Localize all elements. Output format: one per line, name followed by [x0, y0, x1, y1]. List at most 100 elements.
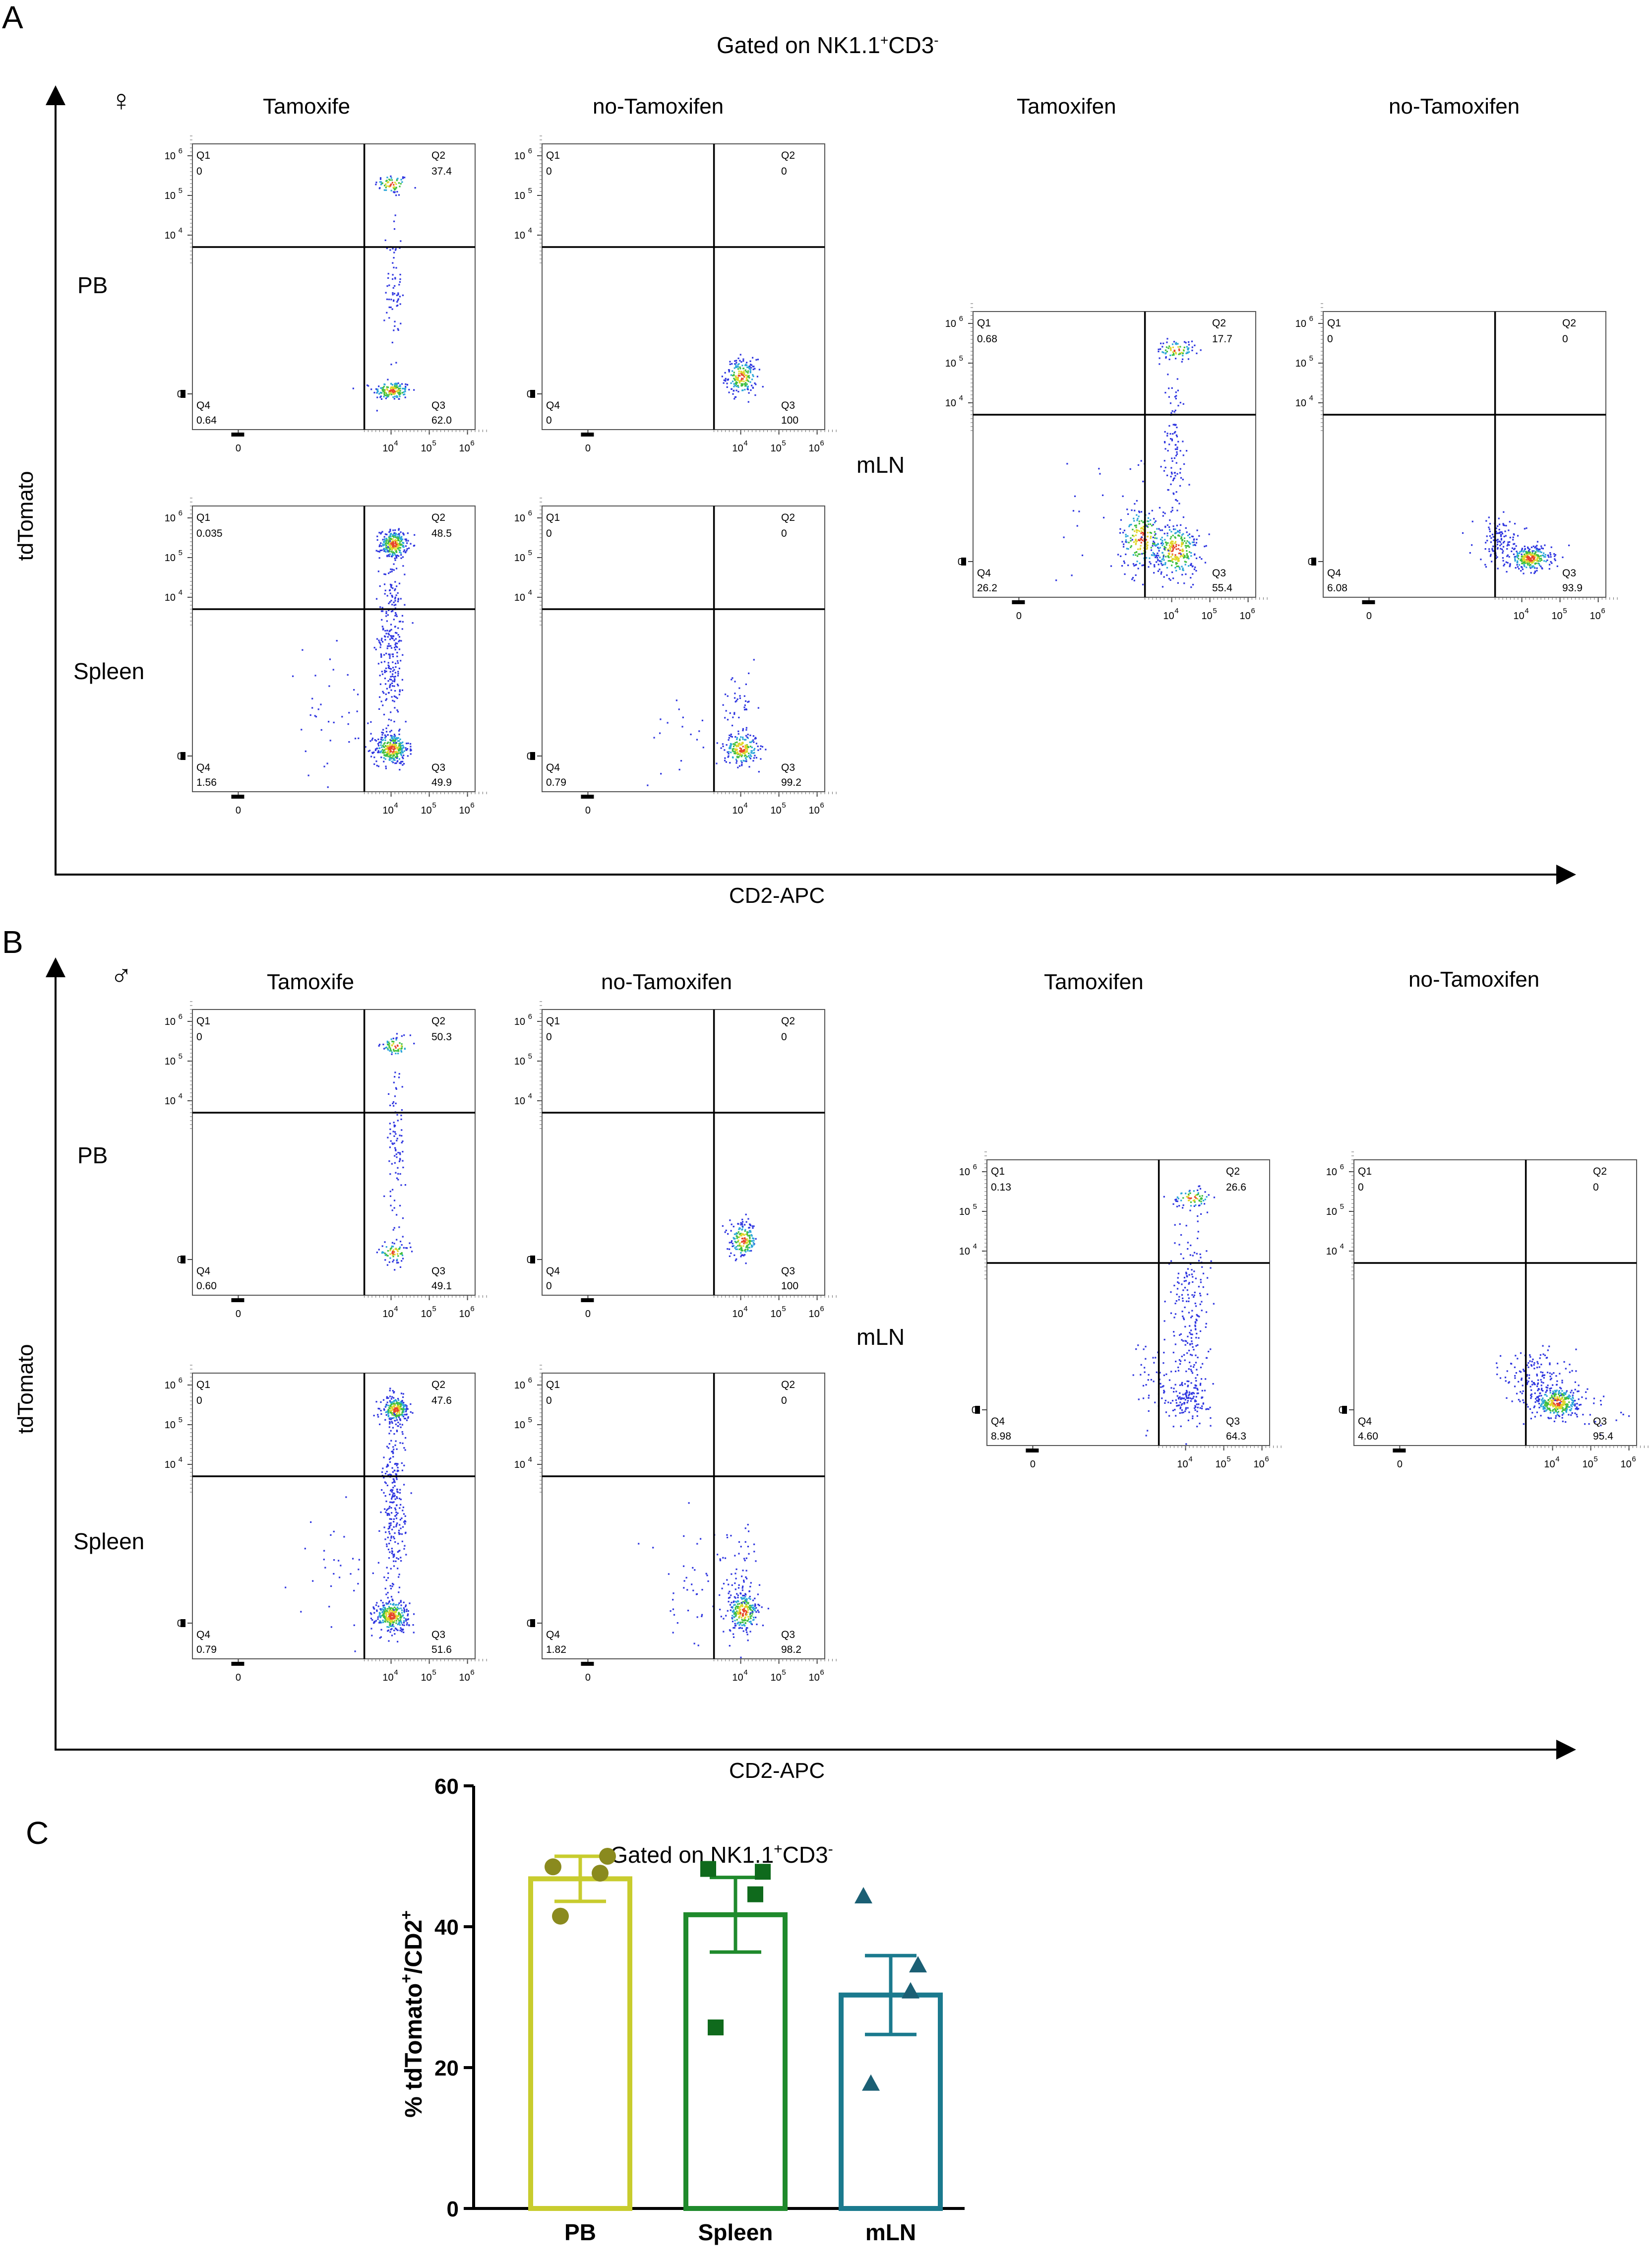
quadrant-value-q1: 0 — [196, 1031, 202, 1043]
event-dot — [1160, 573, 1162, 575]
event-dot — [396, 1606, 398, 1608]
event-dot — [403, 1548, 405, 1550]
event-dot — [383, 550, 385, 552]
event-dot — [1518, 552, 1520, 555]
event-dot — [389, 392, 391, 394]
event-dot — [397, 1551, 399, 1553]
event-dot — [1549, 554, 1552, 556]
event-dot — [398, 1407, 400, 1409]
event-dot — [385, 546, 387, 548]
event-dot — [1165, 556, 1167, 558]
event-dot — [744, 757, 747, 759]
event-dot — [739, 744, 741, 746]
event-dot — [383, 573, 385, 575]
event-dot — [390, 177, 392, 179]
event-dot — [1488, 528, 1491, 530]
event-dot — [391, 1422, 393, 1424]
event-dot — [1165, 544, 1167, 546]
event-dot — [391, 682, 393, 685]
event-dot — [381, 549, 383, 551]
event-dot — [390, 568, 392, 570]
event-dot — [1132, 577, 1134, 579]
event-dot — [399, 1507, 401, 1509]
event-dot — [401, 1612, 403, 1614]
event-dot — [1532, 565, 1534, 567]
event-dot — [394, 1155, 396, 1157]
event-dot — [390, 754, 392, 756]
event-dot — [382, 751, 384, 753]
event-dot — [395, 1628, 398, 1630]
event-dot — [1177, 565, 1179, 567]
event-dot — [396, 1259, 398, 1260]
event-dot — [723, 379, 725, 381]
event-dot — [728, 369, 731, 371]
event-dot — [1168, 529, 1171, 531]
event-dot — [399, 384, 401, 386]
event-dot — [728, 753, 730, 755]
event-dot — [399, 390, 401, 392]
event-dot — [752, 1619, 754, 1621]
event-dot — [1110, 565, 1112, 567]
event-dot — [398, 1416, 400, 1418]
event-dot — [401, 1517, 403, 1519]
event-dot — [1511, 550, 1513, 553]
event-dot — [405, 538, 407, 540]
event-dot — [388, 1557, 390, 1559]
event-dot — [381, 387, 383, 389]
event-dot — [386, 1567, 388, 1569]
event-dot — [1142, 532, 1145, 534]
event-dot — [1150, 547, 1152, 549]
event-dot — [375, 748, 377, 750]
event-dot — [397, 1466, 399, 1469]
event-dot — [730, 1252, 732, 1254]
event-dot — [388, 643, 390, 645]
event-dot — [750, 1621, 752, 1623]
event-dot — [385, 752, 387, 754]
event-dot — [388, 541, 390, 543]
event-dot — [381, 1252, 383, 1254]
event-dot — [382, 543, 384, 545]
event-dot — [404, 390, 406, 392]
event-dot — [369, 740, 371, 742]
event-dot — [1185, 542, 1187, 544]
event-dot — [389, 1133, 391, 1134]
event-dot — [759, 748, 761, 750]
event-dot — [397, 592, 399, 594]
event-dot — [404, 1414, 406, 1416]
event-dot — [395, 567, 398, 569]
event-dot — [391, 675, 393, 678]
event-dot — [386, 1509, 388, 1511]
event-dot — [1187, 349, 1189, 351]
event-dot — [1541, 555, 1543, 557]
quadrant-value-q1: 0 — [196, 1395, 202, 1406]
event-dot — [389, 1610, 391, 1612]
event-dot — [1524, 553, 1526, 556]
quadrant-name-q3: Q3 — [781, 1265, 795, 1277]
event-dot — [732, 375, 734, 377]
event-dot — [1173, 432, 1175, 434]
event-dot — [1076, 525, 1078, 527]
event-dot — [742, 1254, 744, 1256]
event-dot — [387, 395, 389, 397]
event-dot — [394, 1541, 396, 1543]
event-dot — [391, 635, 393, 637]
event-dot — [402, 1393, 404, 1395]
event-dot — [386, 177, 388, 179]
event-dot — [1514, 543, 1516, 545]
event-dot — [383, 1477, 385, 1479]
event-dot — [1127, 513, 1129, 515]
event-dot — [1522, 563, 1524, 565]
col-label-a-3: Tamoxifen — [1017, 94, 1116, 119]
event-dot — [390, 1409, 392, 1411]
event-dot — [398, 535, 400, 537]
event-dot — [1152, 545, 1154, 547]
event-dot — [1122, 546, 1125, 548]
event-dot — [330, 1626, 332, 1628]
event-dot — [745, 1246, 747, 1248]
event-dot — [413, 545, 415, 547]
event-dot — [389, 601, 391, 603]
event-dot — [1137, 464, 1140, 466]
event-dot — [1191, 346, 1193, 348]
y-tick-exponent: 5 — [528, 1052, 532, 1061]
